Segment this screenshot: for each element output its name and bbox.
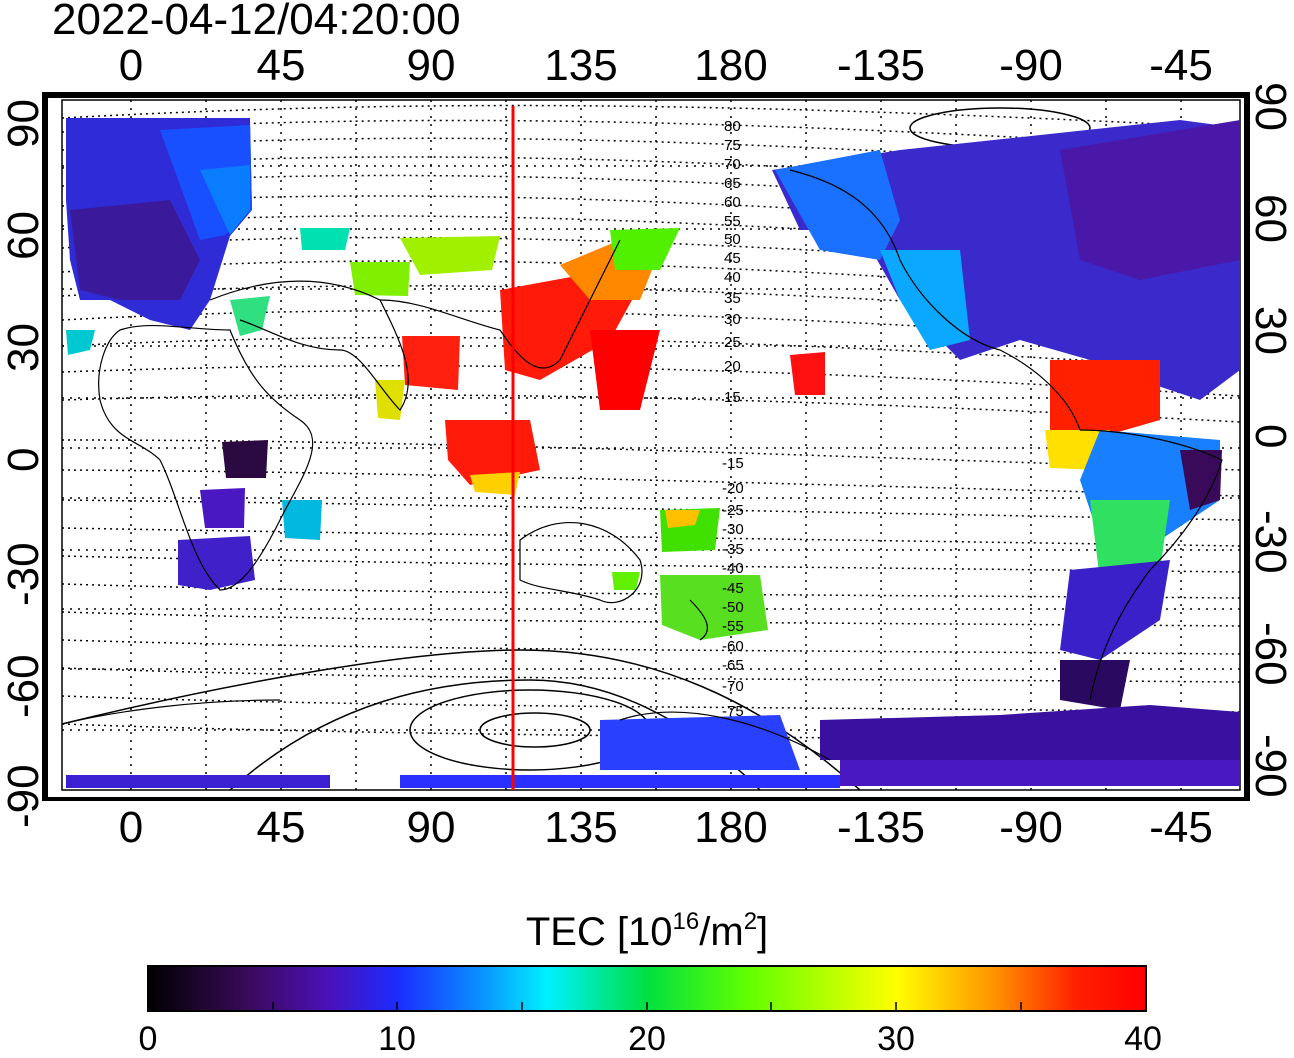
- contour-label: -40: [722, 560, 744, 577]
- colorbar-tick-label: 30: [877, 1020, 915, 1058]
- contour-label: 30: [724, 311, 741, 328]
- contour-label: 50: [724, 231, 741, 248]
- colorbar-title-suffix: ]: [757, 910, 769, 954]
- top-tick-label: 0: [118, 41, 144, 90]
- bottom-tick-label: 180: [694, 803, 768, 852]
- contour-label: 65: [724, 175, 741, 192]
- top-tick-label: -45: [1149, 41, 1213, 90]
- colorbar-tick-label: 10: [378, 1020, 416, 1058]
- contour-label: 45: [724, 250, 741, 267]
- contour-label: -75: [722, 703, 744, 720]
- contour-label: 55: [724, 213, 741, 230]
- bottom-tick-label: 135: [544, 803, 618, 852]
- top-tick-label: 135: [544, 41, 618, 90]
- contour-label: 40: [724, 269, 741, 286]
- contour-label: -65: [722, 657, 744, 674]
- contour-label: -25: [722, 502, 744, 519]
- colorbar-tick-label: 0: [138, 1020, 158, 1058]
- colorbar-title-exponent-2: 2: [743, 908, 758, 935]
- contour-label: -50: [722, 599, 744, 616]
- timestamp-title: 2022-04-12/04:20:00: [52, 0, 461, 44]
- bottom-tick-label: -45: [1149, 803, 1213, 852]
- contour-label: -70: [722, 678, 744, 695]
- contour-label: -15: [722, 455, 744, 472]
- colorbar-title: TEC [1016/m2]: [0, 908, 1294, 956]
- contour-label: 60: [724, 194, 741, 211]
- top-tick-label: 180: [694, 41, 768, 90]
- bottom-tick-label: -90: [999, 803, 1063, 852]
- top-tick-label: -90: [999, 41, 1063, 90]
- contour-label: -45: [722, 580, 744, 597]
- colorbar-title-exponent: 16: [672, 908, 700, 935]
- map-bottom-axis-bar: [48, 797, 1244, 801]
- contour-label: 80: [724, 118, 741, 135]
- tec-data-patches: [66, 118, 1240, 788]
- contour-label: -35: [722, 541, 744, 558]
- coastlines: [61, 169, 1223, 761]
- map-right-axis-bar: [1244, 92, 1250, 801]
- colorbar-title-prefix: TEC [10: [525, 910, 673, 954]
- contour-label: 75: [724, 137, 741, 154]
- contour-label: 70: [724, 156, 741, 173]
- colorbar-ticks: [272, 1002, 1022, 1011]
- contour-label: -30: [722, 521, 744, 538]
- map-left-axis-bar: [42, 92, 48, 801]
- bottom-tick-label: 90: [406, 803, 456, 852]
- top-tick-label: 90: [406, 41, 456, 90]
- bottom-tick-label: -135: [836, 803, 926, 852]
- contour-label: 20: [724, 358, 741, 375]
- colorbar-tick-label: 20: [628, 1020, 666, 1058]
- contour-labels: 80 75 70 65 60 55 50 45 40 35 30 25 20 1…: [722, 118, 744, 720]
- bottom-tick-label: 45: [256, 803, 306, 852]
- contour-label: -60: [722, 638, 744, 655]
- tec-map: 80 75 70 65 60 55 50 45 40 35 30 25 20 1…: [42, 92, 1250, 801]
- map-top-axis-bar: [48, 92, 1244, 98]
- map-frame: [61, 99, 1241, 791]
- bottom-tick-label: 0: [118, 803, 144, 852]
- colorbar-tick-label: 40: [1124, 1020, 1162, 1058]
- contour-label: -55: [722, 618, 744, 635]
- contour-label: 15: [724, 389, 741, 406]
- top-tick-label: 45: [256, 41, 306, 90]
- colorbar-title-unit: /m: [699, 910, 744, 954]
- colorbar: [147, 965, 1147, 1012]
- contour-label: -20: [722, 480, 744, 497]
- top-tick-label: -135: [836, 41, 926, 90]
- contour-label: 25: [724, 334, 741, 351]
- contour-label: 35: [724, 290, 741, 307]
